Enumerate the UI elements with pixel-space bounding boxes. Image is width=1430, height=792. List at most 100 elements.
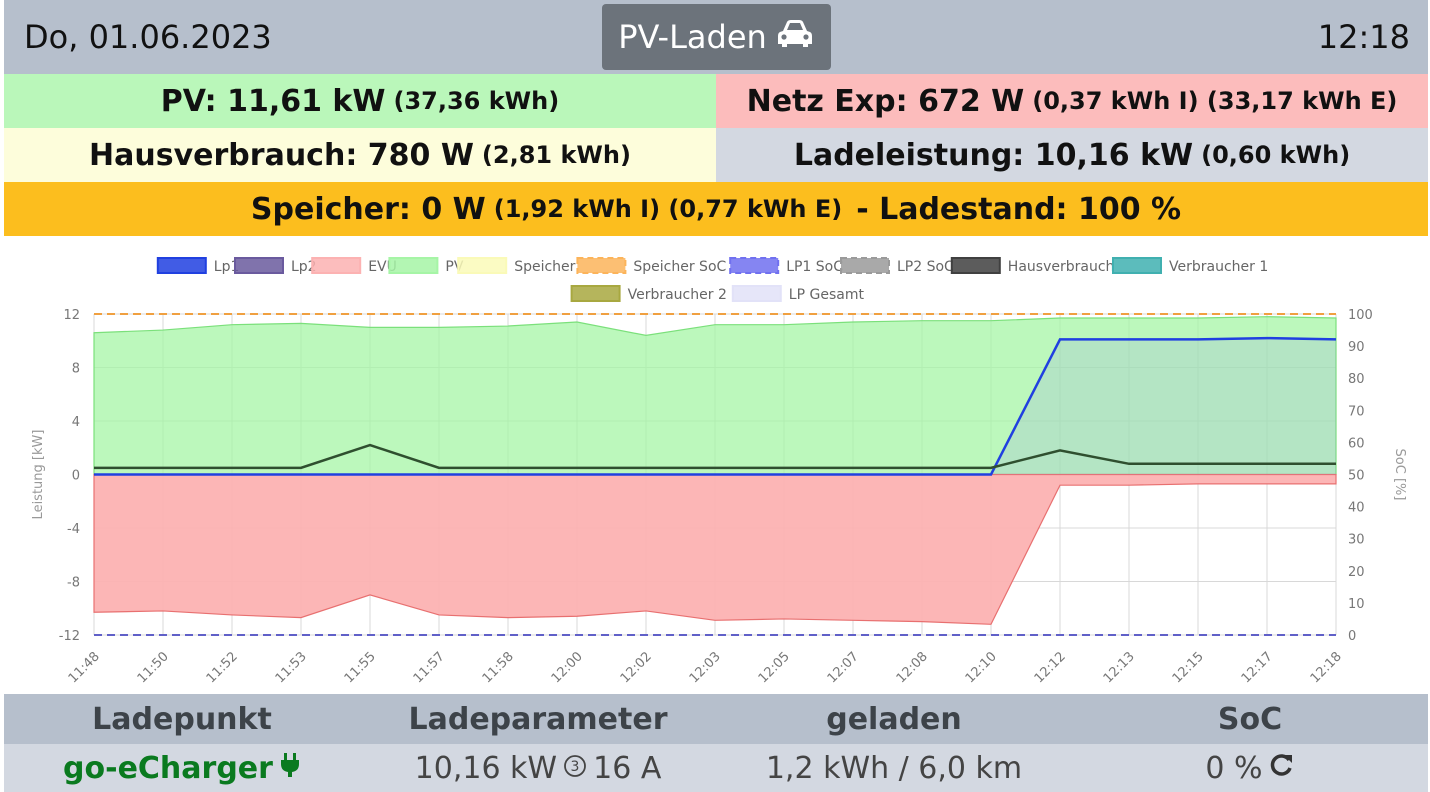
x-tick-label: 11:52: [204, 649, 241, 686]
charge-status: Ladeleistung: 10,16 kW (0,60 kWh): [716, 128, 1428, 182]
x-tick-label: 12:18: [1308, 649, 1345, 686]
storage-value: Speicher: 0 W: [250, 191, 486, 227]
col-header-soc: SoC: [1217, 701, 1283, 737]
legend-label-speicher-soc: Speicher SoC: [633, 259, 726, 275]
legend-swatch-evu: [311, 257, 362, 274]
x-tick-label: 11:50: [135, 649, 172, 686]
x-tick-label: 12:10: [963, 649, 1000, 686]
charge-value: Ladeleistung: 10,16 kW: [793, 137, 1194, 173]
chargepoint-cell[interactable]: go-eCharger: [4, 744, 360, 792]
x-tick-label: 12:03: [687, 649, 724, 686]
col-header-ladeparameter: Ladeparameter: [408, 701, 668, 737]
status-row-1: PV: 11,61 kW (37,36 kWh) Netz Exp: 672 W(…: [4, 74, 1428, 128]
x-tick-label: 11:53: [273, 649, 310, 686]
y-tick-label: 0: [72, 469, 80, 484]
series-hausverbrauch-line: [94, 443, 1336, 470]
x-tick-label: 12:08: [894, 649, 931, 686]
x-tick-label: 12:13: [1101, 649, 1138, 686]
legend-label-lp2: Lp2: [291, 259, 317, 275]
house-energy: (2,81 kWh): [481, 141, 631, 169]
y2-tick-label: 10: [1348, 597, 1365, 612]
y-tick-label: 4: [72, 415, 80, 430]
legend-swatch-lp2-soc: [840, 257, 890, 274]
grid-value: Netz Exp: 672 W: [746, 83, 1025, 119]
header-time: 12:18: [1317, 18, 1410, 56]
y-tick-label: -12: [59, 629, 80, 644]
x-tick-label: 11:55: [342, 649, 379, 686]
x-tick-label: 12:02: [618, 649, 655, 686]
charge-power: 10,16 kW: [414, 750, 558, 786]
grid-status: Netz Exp: 672 W (0,37 kWh I) (33,17 kWh E…: [716, 74, 1428, 128]
x-tick-label: 12:17: [1239, 649, 1276, 686]
x-tick-label: 11:58: [480, 649, 517, 686]
legend-swatch-lp-gesamt: [731, 285, 782, 302]
legend-label-lp1-soc: LP1 SoC: [786, 259, 843, 275]
charge-mode-label: PV-Laden: [618, 18, 767, 56]
status-row-2: Hausverbrauch: 780 W (2,81 kWh) Ladeleist…: [4, 128, 1428, 182]
y2-axis-title: SoC [%]: [1392, 449, 1407, 501]
header-date: Do, 01.06.2023: [24, 18, 272, 56]
pv-energy: (37,36 kWh): [393, 87, 560, 115]
x-tick-label: 11:57: [411, 649, 448, 686]
table-row[interactable]: go-eCharger 10,16 kW 3 16 A 1,2 kWh / 6,…: [4, 744, 1428, 792]
x-tick-label: 12:07: [825, 649, 862, 686]
grid-energy: (0,37 kWh I) (33,17 kWh E): [1032, 87, 1398, 115]
x-tick-label: 12:05: [756, 649, 793, 686]
legend-swatch-speicher: [457, 257, 508, 274]
legend-swatch-lp1: [156, 257, 207, 274]
phase-count: 3: [571, 759, 580, 775]
series-pv-area: [93, 316, 1337, 476]
soc-value: 0 %: [1205, 750, 1263, 786]
charge-mode-button[interactable]: PV-Laden: [602, 4, 831, 70]
legend-label-lp1: Lp1: [214, 259, 240, 275]
house-value: Hausverbrauch: 780 W: [89, 137, 474, 173]
storage-soc: - Ladestand: 100 %: [856, 191, 1182, 227]
refresh-icon[interactable]: [1269, 751, 1295, 786]
legend-label-lp2-soc: LP2 SoC: [897, 259, 954, 275]
legend-label-verbraucher-1: Verbraucher 1: [1169, 259, 1268, 275]
y-tick-label: 12: [63, 308, 80, 323]
y-tick-label: 8: [72, 362, 80, 377]
charged-cell: 1,2 kWh / 6,0 km: [765, 750, 1023, 786]
plug-icon: [279, 751, 301, 786]
soc-cell: 0 %: [1072, 744, 1428, 792]
y-tick-label: -8: [67, 576, 80, 591]
storage-status: Speicher: 0 W (1,92 kWh I) (0,77 kWh E) - …: [4, 182, 1428, 236]
status-row-3: Speicher: 0 W (1,92 kWh I) (0,77 kWh E) - …: [4, 182, 1428, 236]
legend-swatch-pv: [388, 257, 439, 274]
y-axis-title: Leistung [kW]: [31, 430, 46, 520]
y2-tick-label: 30: [1348, 533, 1365, 548]
storage-energy: (1,92 kWh I) (0,77 kWh E): [493, 195, 843, 223]
power-chart: Lp1 Lp2 EVU PV Speicher Speicher SoC LP1 SoC LP…: [4, 240, 1428, 690]
legend-label-verbraucher-2: Verbraucher 2: [628, 287, 727, 303]
header-bar: Do, 01.06.2023 PV-Laden 12:18: [4, 0, 1428, 74]
x-tick-label: 12:00: [549, 649, 586, 686]
y2-tick-label: 0: [1348, 629, 1356, 644]
power-chart-svg: Lp1 Lp2 EVU PV Speicher Speicher SoC LP1 SoC LP…: [31, 257, 1407, 686]
y2-tick-label: 20: [1348, 565, 1365, 580]
legend-swatch-speicher-soc: [576, 257, 627, 274]
legend-swatch-verbraucher-2: [570, 285, 621, 302]
house-status: Hausverbrauch: 780 W (2,81 kWh): [4, 128, 716, 182]
y2-tick-label: 70: [1348, 404, 1365, 419]
series-lp1-area: [94, 338, 1336, 475]
legend-swatch-verbraucher-1: [1112, 257, 1162, 274]
legend-swatch-lp2: [234, 257, 284, 274]
legend-label-hausverbrauch: Hausverbrauch: [1008, 259, 1115, 275]
chargepoint-name[interactable]: go-eCharger: [63, 750, 273, 786]
col-header-ladepunkt: Ladepunkt: [92, 701, 272, 737]
legend-swatch-hausverbrauch: [950, 257, 1001, 274]
y2-tick-label: 90: [1348, 340, 1365, 355]
y2-tick-label: 100: [1348, 308, 1373, 323]
car-icon: [775, 17, 815, 57]
legend-label-lp-gesamt: LP Gesamt: [789, 287, 865, 303]
charge-energy: (0,60 kWh): [1201, 141, 1351, 169]
series-lp1-line: [94, 336, 1337, 476]
y2-tick-label: 40: [1348, 501, 1365, 516]
y2-tick-label: 50: [1348, 469, 1365, 484]
y-tick-label: -4: [67, 522, 80, 537]
legend-swatch-lp1-soc: [729, 257, 780, 274]
pv-value: PV: 11,61 kW: [160, 83, 386, 119]
phase-3-icon: 3: [563, 751, 587, 786]
chargepoint-table-header: Ladepunkt Ladeparameter geladen SoC: [4, 694, 1428, 744]
